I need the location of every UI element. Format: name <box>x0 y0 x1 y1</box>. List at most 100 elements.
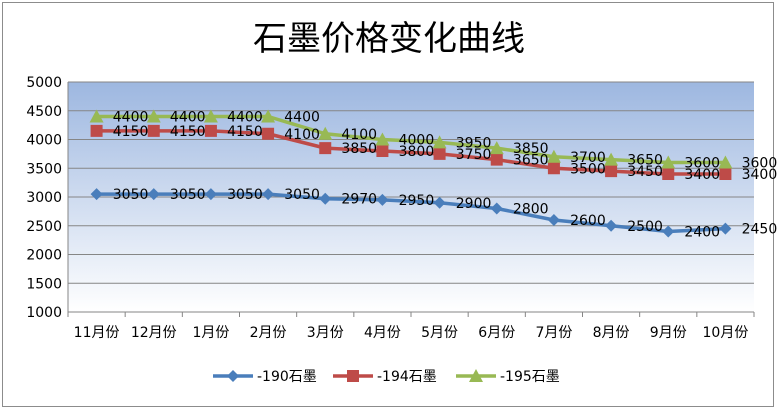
legend-label: -190石墨 <box>257 369 317 385</box>
data-label: 3750 <box>456 147 492 163</box>
data-label: 3050 <box>284 187 320 203</box>
data-label: 3050 <box>227 187 263 203</box>
data-point-diamond <box>147 188 160 201</box>
data-point-square <box>90 124 103 137</box>
data-label: 2900 <box>456 196 492 212</box>
legend-marker <box>227 370 239 382</box>
data-label: 4100 <box>284 127 320 143</box>
data-label: 4150 <box>113 124 149 140</box>
data-label: 4150 <box>227 124 263 140</box>
data-point-triangle <box>203 109 218 123</box>
data-point-diamond <box>204 188 217 201</box>
series-line <box>96 192 726 234</box>
data-point-triangle <box>546 149 561 163</box>
x-tick-label: 10月份 <box>703 325 749 341</box>
data-label: 3600 <box>742 156 778 172</box>
data-label: 2500 <box>627 219 663 235</box>
series--190石墨 <box>90 188 732 238</box>
y-tick-label: 1500 <box>26 276 62 292</box>
data-point-diamond <box>90 188 103 201</box>
data-point-square <box>490 153 503 166</box>
legend-marker <box>469 369 483 382</box>
x-tick-label: 2月份 <box>250 325 287 341</box>
data-label: 3850 <box>341 141 377 157</box>
data-point-square <box>433 147 446 160</box>
data-point-square <box>605 165 618 178</box>
x-tick-label: 3月份 <box>307 325 344 341</box>
data-label: 3650 <box>627 153 663 169</box>
data-point-triangle <box>489 141 504 155</box>
data-label: 4400 <box>170 110 206 126</box>
data-point-square <box>376 145 389 157</box>
y-tick-label: 2500 <box>26 219 62 235</box>
x-tick-label: 7月份 <box>535 325 572 341</box>
x-tick-label: 9月份 <box>650 325 687 341</box>
series--195石墨 <box>89 109 733 169</box>
data-point-diamond <box>319 192 332 205</box>
data-point-diamond <box>376 193 389 206</box>
y-tick-label: 5000 <box>26 75 62 91</box>
data-point-triangle <box>661 155 676 169</box>
x-tick-label: 11月份 <box>74 325 120 341</box>
series-line <box>96 129 726 176</box>
data-point-diamond <box>547 214 560 226</box>
data-point-triangle <box>146 109 161 123</box>
data-label: 4400 <box>227 110 263 126</box>
y-tick-label: 1000 <box>26 305 62 321</box>
data-point-diamond <box>490 202 503 215</box>
x-tick-label: 1月份 <box>192 325 229 341</box>
data-label: 3850 <box>513 141 549 157</box>
data-point-square <box>262 127 275 140</box>
data-point-triangle <box>375 132 390 146</box>
data-point-triangle <box>604 152 619 166</box>
data-point-square <box>147 124 160 137</box>
data-label: 4100 <box>341 127 377 143</box>
data-label: 3950 <box>456 135 492 151</box>
data-point-square <box>719 168 732 180</box>
data-label: 4400 <box>113 110 149 126</box>
data-point-triangle <box>318 126 333 140</box>
data-label: 3450 <box>627 164 663 180</box>
x-tick-label: 4月份 <box>364 325 401 341</box>
data-label: 3650 <box>513 153 549 169</box>
data-point-square <box>204 124 217 137</box>
data-point-diamond <box>662 225 675 238</box>
data-point-square <box>319 142 332 155</box>
series-line <box>96 114 726 165</box>
data-label: 2800 <box>513 202 549 218</box>
data-point-triangle <box>432 135 447 149</box>
legend-label: -195石墨 <box>500 369 560 385</box>
data-label: 2450 <box>742 222 778 238</box>
data-label: 2600 <box>570 213 606 229</box>
legend-marker <box>347 370 359 382</box>
data-point-triangle <box>89 109 104 123</box>
data-point-square <box>662 168 675 180</box>
data-label: 2950 <box>399 193 435 209</box>
data-label: 3400 <box>684 167 720 183</box>
y-tick-label: 4500 <box>26 104 62 120</box>
data-point-triangle <box>261 109 276 123</box>
data-label: 3050 <box>170 187 206 203</box>
data-point-triangle <box>718 155 733 169</box>
x-tick-label: 12月份 <box>131 325 177 341</box>
legend-label: -194石墨 <box>377 369 437 385</box>
data-label: 3500 <box>570 161 606 177</box>
data-point-diamond <box>262 188 275 201</box>
y-tick-label: 3000 <box>26 190 62 206</box>
data-label: 2970 <box>341 192 377 208</box>
data-point-diamond <box>605 219 618 232</box>
series--194石墨 <box>90 124 732 180</box>
data-point-diamond <box>433 196 446 209</box>
data-label: 3700 <box>570 150 606 166</box>
data-point-diamond <box>719 222 732 235</box>
data-label: 3050 <box>113 187 149 203</box>
data-label: 3600 <box>684 156 720 172</box>
data-label: 2400 <box>684 225 720 241</box>
data-point-square <box>547 162 560 175</box>
x-tick-label: 5月份 <box>421 325 458 341</box>
y-tick-label: 3500 <box>26 161 62 177</box>
y-tick-label: 4000 <box>26 133 62 149</box>
data-label: 3800 <box>399 144 435 160</box>
chart-title: 石墨价格变化曲线 <box>253 19 525 59</box>
